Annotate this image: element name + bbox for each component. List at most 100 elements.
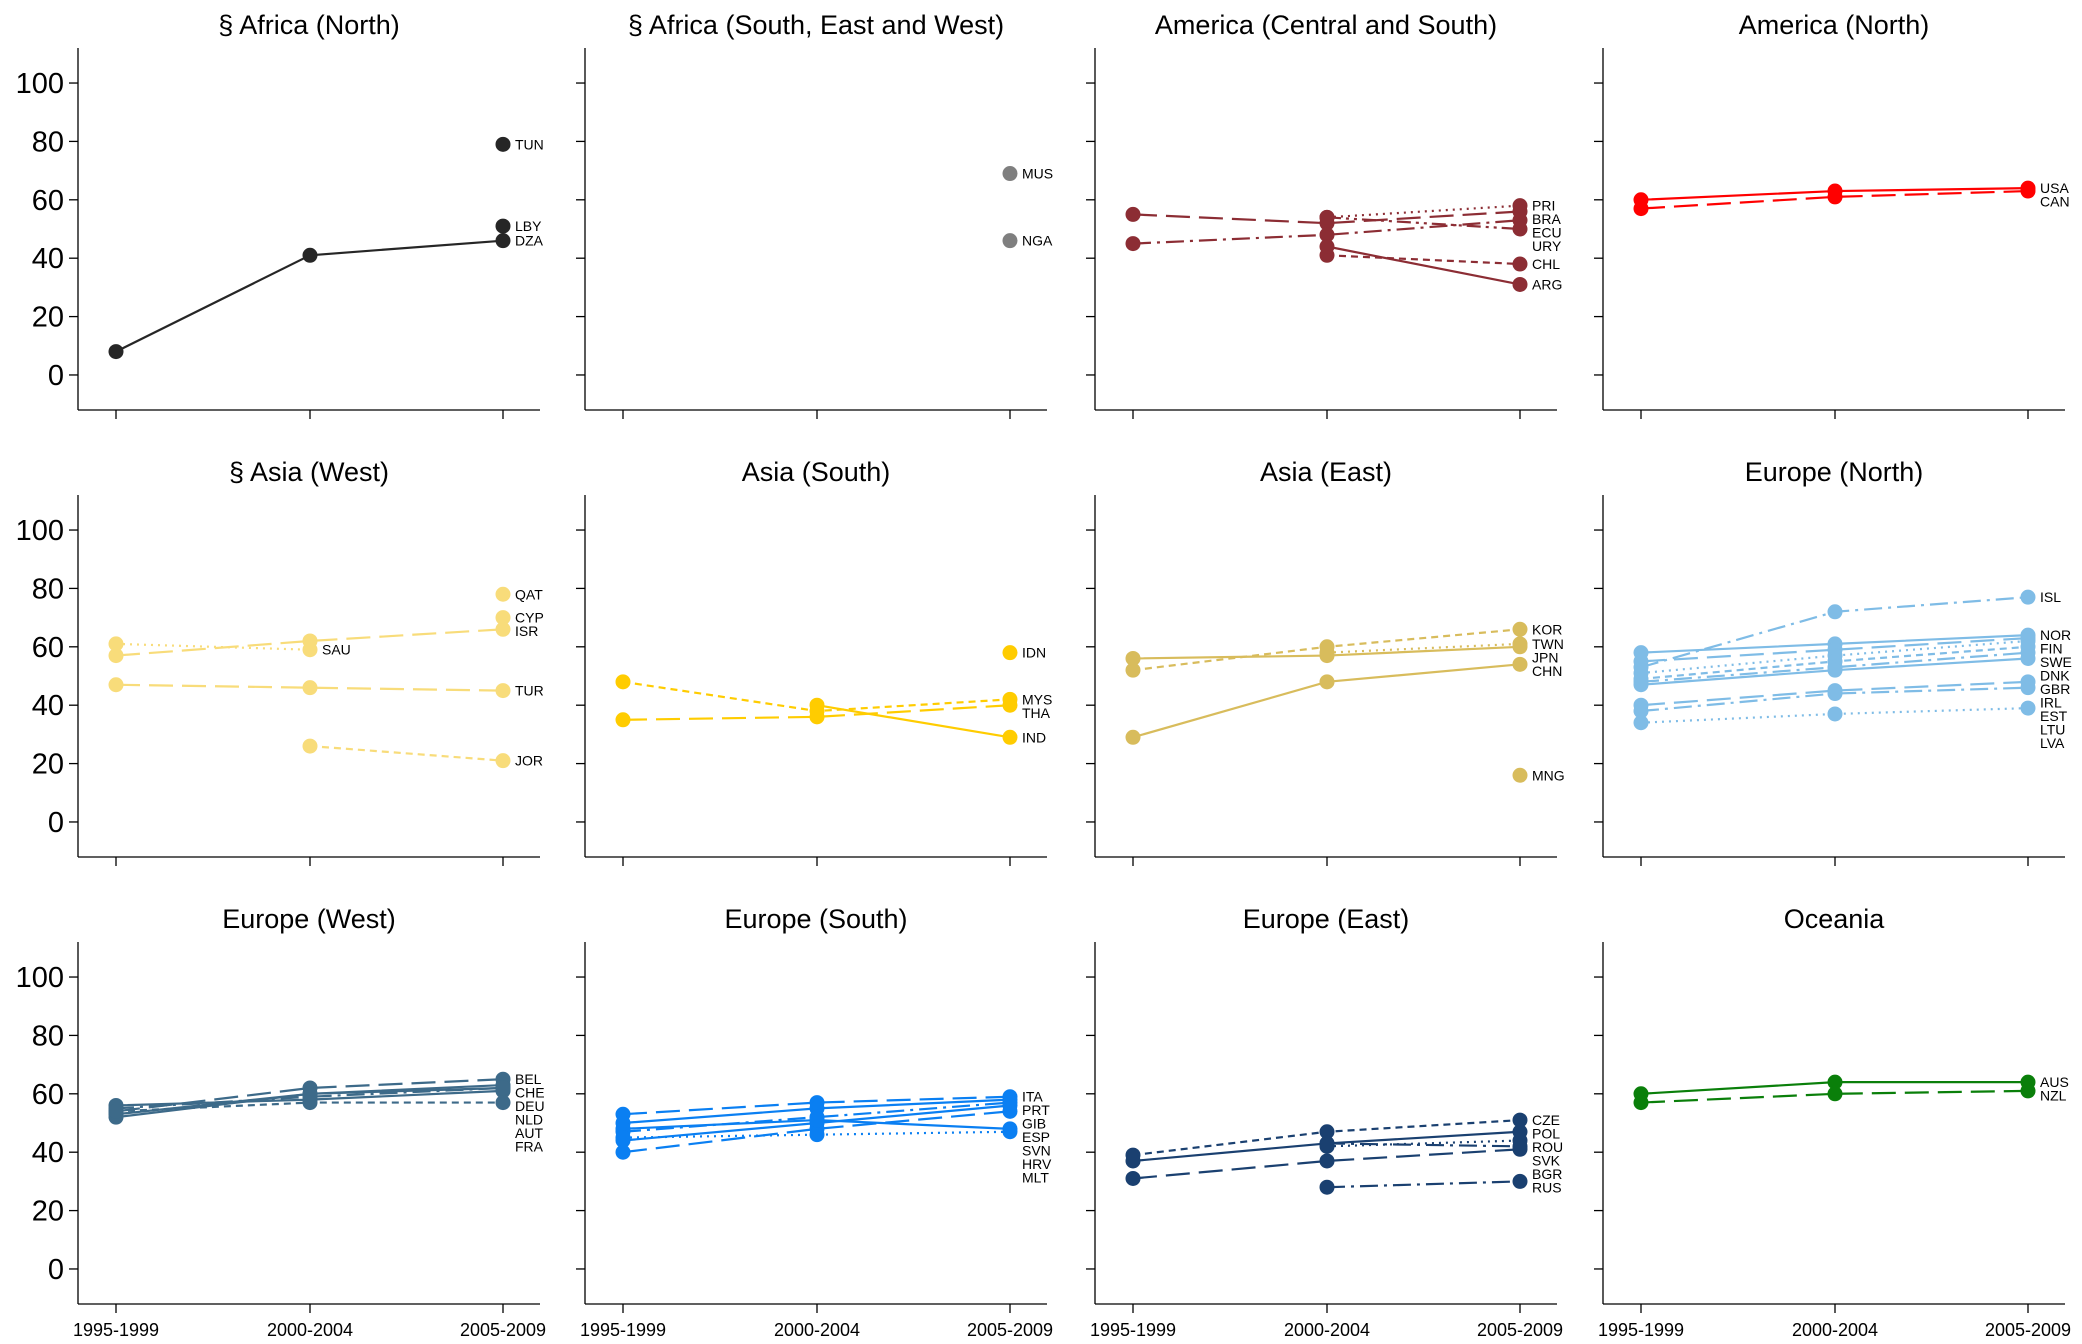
point-chn-1: [1319, 674, 1335, 690]
point-tha-2: [1002, 697, 1018, 713]
point-svn-0: [615, 1144, 631, 1160]
y-tick-label: 100: [16, 515, 64, 547]
country-label: EST: [2040, 708, 2068, 724]
country-label: AUT: [515, 1125, 543, 1141]
country-label: ISL: [2040, 589, 2061, 605]
point-fin-0: [1633, 653, 1649, 669]
point-arg-1: [1319, 239, 1335, 255]
country-label: GIB: [1022, 1116, 1046, 1132]
country-label: LBY: [515, 218, 542, 234]
point-cze-1: [1319, 1124, 1335, 1140]
point-irl-0: [1633, 677, 1649, 693]
x-tick-label: 2000-2004: [1792, 1320, 1878, 1340]
point-ltu-2: [2020, 680, 2036, 696]
point-ind-2: [1002, 729, 1018, 745]
panel-9: Europe (South) 1995-1999 2000-2004 2005-200…: [576, 904, 1053, 1340]
country-label: AUS: [2040, 1074, 2069, 1090]
panel-title: § Asia (West): [229, 457, 389, 487]
x-tick-label: 1995-1999: [1090, 1320, 1176, 1340]
point-svn-2: [1002, 1103, 1018, 1119]
point-isl-2: [2020, 589, 2036, 605]
country-label: NLD: [515, 1112, 543, 1128]
series-line-ltu: [1640, 686, 2029, 713]
country-label: BRA: [1532, 211, 1561, 227]
panel-1: § Africa (South, East and West) MUS NGA: [576, 10, 1053, 419]
point-qat-2: [495, 586, 511, 602]
series-line-ecu: [1132, 219, 1521, 245]
x-tick-label: 2005-2009: [460, 1320, 546, 1340]
series-line-arg: [1326, 245, 1521, 286]
country-label: NGA: [1022, 233, 1053, 249]
point-can-0: [1633, 201, 1649, 217]
series-line-pri: [1326, 204, 1521, 219]
point-tur-2: [495, 683, 511, 699]
country-label: MLT: [1022, 1170, 1049, 1186]
point-lva-2: [2020, 700, 2036, 716]
x-tick-label: 2000-2004: [1284, 1320, 1370, 1340]
panel-title: America (North): [1739, 10, 1930, 40]
y-tick-label: 0: [48, 360, 64, 392]
point-lva-0: [1633, 715, 1649, 731]
country-label: ROU: [1532, 1139, 1563, 1155]
point-bgr-0: [1125, 1170, 1141, 1186]
country-label: BGR: [1532, 1166, 1562, 1182]
y-tick-label: 20: [32, 1196, 64, 1228]
country-label: SVK: [1532, 1153, 1561, 1169]
country-label: RUS: [1532, 1180, 1562, 1196]
country-label: LVA: [2040, 735, 2065, 751]
point-kor-2: [1512, 621, 1528, 637]
point-mus-2: [1002, 166, 1018, 182]
series-line-rus: [1326, 1180, 1521, 1189]
country-label: ARG: [1532, 276, 1562, 292]
country-label: HRV: [1022, 1156, 1052, 1172]
series-line-chl: [1326, 254, 1521, 266]
point-sau-0: [108, 636, 124, 652]
panel-title: Europe (West): [222, 904, 396, 934]
point-ury-2: [1512, 221, 1528, 237]
point-idn-2: [1002, 645, 1018, 661]
point-fra-0: [108, 1103, 124, 1119]
y-tick-label: 40: [32, 690, 64, 722]
y-tick-label: 20: [32, 302, 64, 334]
y-tick-label: 20: [32, 749, 64, 781]
series-line-lva: [1640, 707, 2029, 724]
panel-title: § Africa (North): [218, 10, 400, 40]
point-cyp-2: [495, 610, 511, 626]
y-tick-label: 80: [32, 573, 64, 605]
point-chl-2: [1512, 256, 1528, 272]
y-tick-label: 0: [48, 1254, 64, 1286]
point-can-2: [2020, 183, 2036, 199]
country-label: PRI: [1532, 198, 1555, 214]
point-can-1: [1827, 189, 1843, 205]
point-pol-0: [1125, 1153, 1141, 1169]
country-label: IRL: [2040, 695, 2062, 711]
series-line-sau: [115, 642, 311, 651]
x-tick-label: 2000-2004: [267, 1320, 353, 1340]
point-lby-2: [495, 218, 511, 234]
x-tick-label: 2005-2009: [1477, 1320, 1563, 1340]
panel-title: Europe (South): [724, 904, 907, 934]
series-line-ury: [1326, 216, 1521, 231]
country-label: BEL: [515, 1071, 542, 1087]
country-label: CHE: [515, 1085, 545, 1101]
point-bra-0: [1125, 206, 1141, 222]
panel-title: Asia (South): [742, 457, 891, 487]
point-mlt-1: [809, 1127, 825, 1143]
point-dza-2: [495, 233, 511, 249]
point-irl-2: [2020, 650, 2036, 666]
country-label: THA: [1022, 705, 1051, 721]
series-line-ind: [816, 704, 1011, 739]
point-isr-0: [108, 648, 124, 664]
country-label: FRA: [515, 1139, 544, 1155]
country-label: ITA: [1022, 1089, 1043, 1105]
point-ecu-0: [1125, 236, 1141, 252]
y-tick-label: 0: [48, 807, 64, 839]
y-tick-label: 40: [32, 1137, 64, 1169]
country-label: JOR: [515, 753, 543, 769]
y-tick-label: 80: [32, 126, 64, 158]
point-jpn-1: [1319, 648, 1335, 664]
panel-title: Oceania: [1784, 904, 1886, 934]
